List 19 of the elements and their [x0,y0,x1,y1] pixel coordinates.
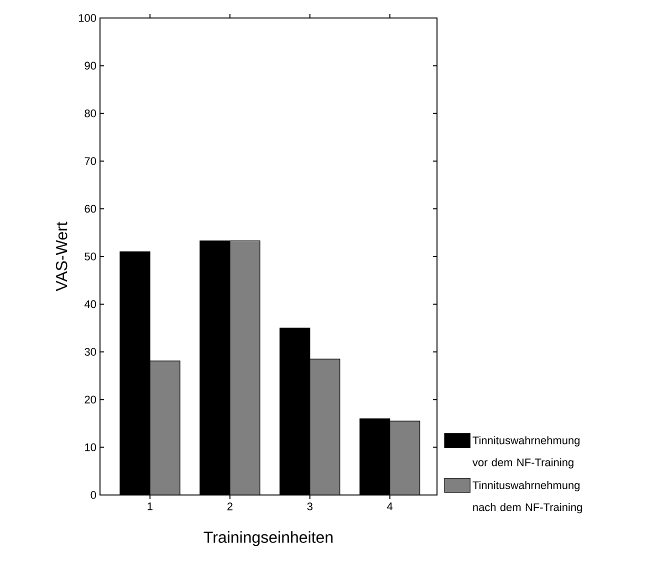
x-tick-label: 2 [227,502,232,510]
legend-label: Tinnituswahrnehmung vor dem NF-Training [472,436,580,468]
x-axis-title: Trainingseinheiten [204,531,333,546]
y-tick-label: 50 [84,252,96,260]
y-tick-label: 70 [84,157,96,165]
y-tick-label: 100 [78,14,96,22]
x-tick-label: 1 [148,502,152,510]
x-tick-label: 4 [387,502,393,510]
y-axis-title: VAS-Wert [56,222,68,292]
x-tick-label: 3 [307,502,312,510]
y-tick-label: 90 [84,62,96,70]
y-tick-label: 60 [84,204,96,213]
y-tick-label: 0 [90,491,96,499]
y-tick-label: 20 [84,396,96,404]
y-tick-label: 30 [84,348,96,356]
y-tick-label: 40 [84,300,96,308]
legend-label: Tinnituswahrnehmung nach dem NF-Training [472,481,582,514]
y-tick-label: 10 [85,443,96,452]
y-tick-label: 80 [84,110,96,118]
